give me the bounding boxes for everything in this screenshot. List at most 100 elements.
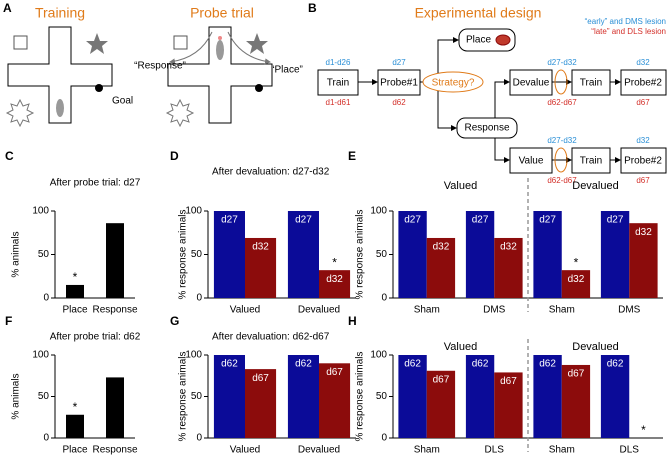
train-box xyxy=(317,69,359,96)
bar xyxy=(600,355,630,438)
chart-title: After probe trial: d62 xyxy=(50,332,141,343)
bar-series-label: d62 xyxy=(472,359,489,370)
value-text: Value xyxy=(519,156,544,167)
train-text: Train xyxy=(580,78,602,89)
probe-title: Probe trial xyxy=(190,5,254,21)
design-title: Experimental design xyxy=(415,5,542,21)
response-box xyxy=(456,117,518,139)
bar xyxy=(319,270,351,298)
response-text: Response xyxy=(464,123,509,134)
strategy-node xyxy=(422,71,484,93)
panel-letter: F xyxy=(5,314,12,328)
bar-series-label: d62 xyxy=(539,359,556,370)
bar xyxy=(426,370,456,438)
bar xyxy=(600,211,630,298)
probe-text: Probe#2 xyxy=(624,78,662,89)
bar-series-label: d62 xyxy=(295,359,312,370)
place-label: “Place” xyxy=(271,65,303,76)
bar-series-label: d32 xyxy=(326,274,343,285)
y-tick-label: 100 xyxy=(370,350,387,361)
x-tick-label: Valued xyxy=(230,445,260,456)
x-tick-label: Sham xyxy=(414,445,440,456)
panel-letter: C xyxy=(5,149,14,163)
group-label: Valued xyxy=(444,341,477,353)
probe-text: Probe#1 xyxy=(380,78,418,89)
x-tick-label: Valued xyxy=(230,305,260,316)
bar xyxy=(398,211,427,298)
bar-series-label: d32 xyxy=(252,242,269,253)
y-axis-label: % response animals xyxy=(178,209,189,299)
bar xyxy=(494,237,523,298)
sun-cue xyxy=(165,98,195,128)
bar-series-label: d67 xyxy=(500,376,517,387)
arrow xyxy=(494,138,510,163)
day-early: d27-d32 xyxy=(547,136,577,145)
panel-letter: E xyxy=(348,149,356,163)
day-late: d1-d61 xyxy=(326,98,351,107)
arrow xyxy=(169,31,213,65)
bar xyxy=(106,223,124,298)
significance-star: * xyxy=(574,255,579,269)
y-tick-label: 50 xyxy=(376,249,388,260)
bar-series-label: d67 xyxy=(252,373,269,384)
bar-series-label: d32 xyxy=(433,242,450,253)
rat xyxy=(56,99,64,117)
y-tick-label: 50 xyxy=(376,391,388,402)
probe-text: Probe#2 xyxy=(624,156,662,167)
sun-cue xyxy=(5,98,35,128)
x-tick-label: DLS xyxy=(485,445,505,456)
day-late: d67 xyxy=(636,176,650,185)
panel-letter: A xyxy=(3,1,12,15)
panel-letter: H xyxy=(348,314,357,328)
y-axis-label: % response animals xyxy=(355,209,366,299)
y-tick-label: 0 xyxy=(43,433,49,444)
y-tick-label: 50 xyxy=(38,249,50,260)
goal-dot xyxy=(255,84,263,92)
y-tick-label: 100 xyxy=(185,350,202,361)
significance-star: * xyxy=(332,255,337,269)
bar-series-label: d27 xyxy=(404,215,421,226)
bar-series-label: d27 xyxy=(472,215,489,226)
y-axis-label: % response animals xyxy=(355,351,366,441)
bar xyxy=(465,211,495,298)
panel-letter: G xyxy=(170,314,179,328)
x-tick-label: DMS xyxy=(618,305,641,316)
bar xyxy=(398,355,427,438)
y-tick-label: 0 xyxy=(381,433,387,444)
bar-series-label: d67 xyxy=(568,369,585,380)
bar xyxy=(319,363,351,438)
bar xyxy=(465,355,495,438)
bar-series-label: d32 xyxy=(500,242,517,253)
probe-box xyxy=(620,69,667,96)
arrow xyxy=(227,31,271,65)
bar xyxy=(561,364,591,438)
bar xyxy=(213,211,245,298)
day-late: d62-d67 xyxy=(547,176,577,185)
bar-series-label: d27 xyxy=(539,215,556,226)
legend-early: “early” and DMS lesion xyxy=(585,17,666,26)
day-early: d1-d26 xyxy=(326,58,351,67)
x-tick-label: Response xyxy=(92,305,137,316)
loop xyxy=(554,147,568,173)
star-cue xyxy=(246,33,268,54)
bar-series-label: d62 xyxy=(404,359,421,370)
y-axis-label: % animals xyxy=(11,373,22,419)
maze xyxy=(7,26,113,124)
significance-star: * xyxy=(73,400,78,414)
y-tick-label: 0 xyxy=(196,433,202,444)
day-late: d67 xyxy=(636,98,650,107)
x-tick-label: DLS xyxy=(620,445,640,456)
devalue-box xyxy=(509,69,553,96)
x-tick-label: Sham xyxy=(549,445,575,456)
bar-series-label: d67 xyxy=(433,374,450,385)
significance-star: * xyxy=(73,270,78,284)
bar xyxy=(213,355,245,438)
bar-series-label: d62 xyxy=(221,359,238,370)
bar-series-label: d27 xyxy=(221,215,238,226)
panel-b: B Experimental design “early” and DMS le… xyxy=(308,1,667,185)
x-tick-label: Sham xyxy=(414,305,440,316)
y-tick-label: 100 xyxy=(32,206,49,217)
bar xyxy=(561,270,591,298)
train-box xyxy=(571,147,611,174)
